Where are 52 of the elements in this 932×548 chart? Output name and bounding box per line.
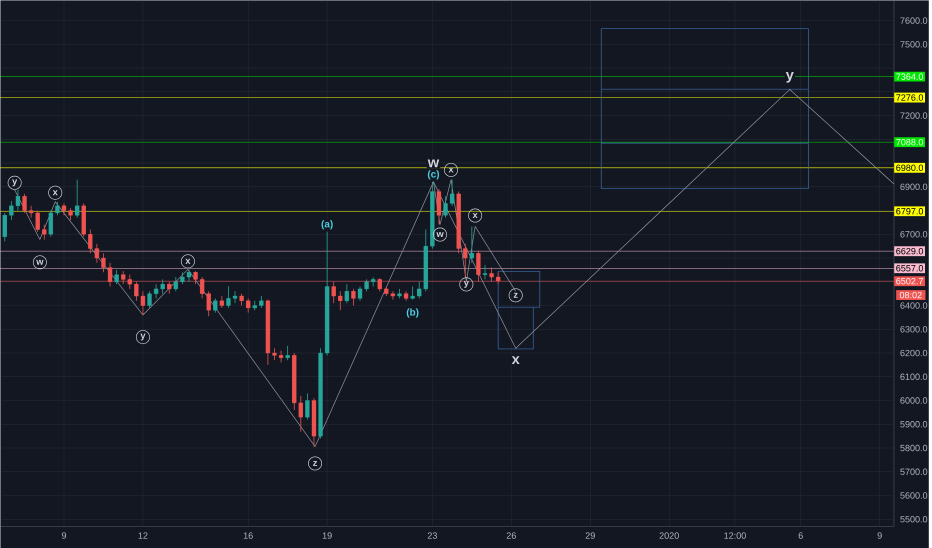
annotation: x xyxy=(52,190,58,196)
annotation: z xyxy=(514,292,518,298)
annotation: w xyxy=(428,159,440,168)
annotation: x xyxy=(448,167,454,172)
x-tick-label: 29 xyxy=(586,532,595,539)
y-tick-label: 6100.0 xyxy=(900,373,928,380)
ref-line-label: 6797.0 xyxy=(896,208,924,214)
annotation: z xyxy=(313,460,318,466)
x-tick-label: 16 xyxy=(244,532,253,539)
annotation: x xyxy=(185,258,190,264)
ref-line-label: 6557.0 xyxy=(896,264,924,272)
x-tick-label: 19 xyxy=(322,532,332,539)
x-tick-label: 26 xyxy=(506,532,516,539)
x-tick-label: 6 xyxy=(798,532,803,539)
y-tick-label: 5700.0 xyxy=(900,468,928,475)
y-tick-label: 6200.0 xyxy=(900,350,928,356)
annotation: x xyxy=(512,356,520,364)
ref-line-label: 7088.0 xyxy=(896,138,924,146)
ref-line-label: 7364.0 xyxy=(896,73,924,80)
annotation: (b) xyxy=(406,308,418,318)
x-tick-label: 23 xyxy=(428,532,437,539)
annotation: (c) xyxy=(428,170,440,180)
annotation: y xyxy=(786,72,794,83)
y-tick-label: 5600.0 xyxy=(900,492,928,499)
y-tick-label: 7200.0 xyxy=(900,112,928,119)
y-tick-label: 6000.0 xyxy=(900,397,928,404)
annotation: w xyxy=(436,232,444,237)
y-tick-label: 5800.0 xyxy=(900,444,928,452)
annotation: w xyxy=(36,260,44,265)
ref-line-label: 6502.7 xyxy=(896,278,923,284)
y-tick-label: 7600.0 xyxy=(900,17,928,24)
text: 08:02 xyxy=(900,292,922,298)
x-tick-label: 9 xyxy=(878,532,882,539)
annotation: x xyxy=(472,212,478,218)
y-tick-label: 6400.0 xyxy=(900,302,928,309)
annotation: y xyxy=(464,280,469,288)
ref-line-label: 6980.0 xyxy=(896,164,924,171)
annotation: y xyxy=(140,334,146,340)
x-tick-label: 2020 xyxy=(660,532,679,539)
ref-line-label: 7276.0 xyxy=(896,94,924,101)
annotation: (a) xyxy=(322,220,333,230)
x-tick-label: 12:00 xyxy=(724,532,746,539)
y-tick-label: 5500.0 xyxy=(900,516,928,522)
ref-line-label: 6629.0 xyxy=(896,248,924,254)
y-tick-label: 7500.0 xyxy=(900,41,928,48)
annotation: y xyxy=(12,179,18,186)
x-tick-label: 12 xyxy=(138,532,148,539)
y-tick-label: 6700.0 xyxy=(900,230,928,238)
x-tick-label: 9 xyxy=(62,532,66,539)
y-tick-label: 6300.0 xyxy=(900,326,928,332)
y-tick-label: 6900.0 xyxy=(900,183,928,190)
y-tick-label: 5900.0 xyxy=(900,420,928,428)
